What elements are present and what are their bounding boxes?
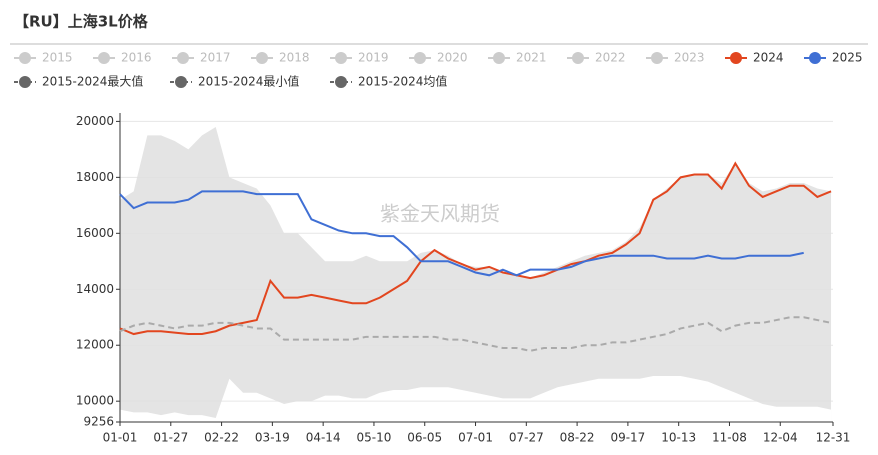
watermark: 紫金天风期货 xyxy=(380,202,500,226)
legend-marker xyxy=(335,76,347,88)
legend-marker xyxy=(19,52,31,64)
legend-marker xyxy=(572,52,584,64)
legend-marker xyxy=(809,52,821,64)
chart-title: 【RU】上海3L价格 xyxy=(14,13,149,31)
legend-marker xyxy=(19,76,31,88)
x-tick-label: 11-08 xyxy=(712,431,747,445)
x-tick-label: 04-14 xyxy=(306,431,341,445)
legend-marker xyxy=(651,52,663,64)
x-tick-label: 02-22 xyxy=(204,431,239,445)
legend-label: 2018 xyxy=(279,51,310,65)
x-tick-label: 08-22 xyxy=(560,431,595,445)
x-tick-label: 10-13 xyxy=(661,431,696,445)
legend-marker xyxy=(335,52,347,64)
x-tick-label: 05-10 xyxy=(357,431,392,445)
legend: 2015 2016 2017 2018 2019 2020 2021 2022 2023 2024… xyxy=(14,51,863,89)
legend-marker xyxy=(493,52,505,64)
legend-label: 2024 xyxy=(753,51,784,65)
legend-label: 2020 xyxy=(437,51,468,65)
x-tick-label: 03-19 xyxy=(255,431,290,445)
x-tick-label: 06-05 xyxy=(407,431,442,445)
y-tick-label: 20000 xyxy=(76,114,114,128)
y-tick-label: 18000 xyxy=(76,170,114,184)
legend-marker xyxy=(414,52,426,64)
legend-label: 2015 xyxy=(42,51,73,65)
legend-label: 2021 xyxy=(516,51,547,65)
legend-label: 2015-2024最小值 xyxy=(198,74,299,89)
x-tick-label: 07-01 xyxy=(458,431,493,445)
legend-marker xyxy=(175,76,187,88)
x-tick-label: 01-01 xyxy=(103,431,138,445)
y-tick-label: 12000 xyxy=(76,338,114,352)
legend-label: 2016 xyxy=(121,51,152,65)
legend-marker xyxy=(256,52,268,64)
series-line xyxy=(119,190,804,277)
x-tick-label: 09-17 xyxy=(610,431,645,445)
y-tick-label: 10000 xyxy=(76,394,114,408)
legend-marker xyxy=(177,52,189,64)
y-tick-label: 16000 xyxy=(76,226,114,240)
plot-area: 9256 10000 12000 14000 16000 18000 20000 01-01 0… xyxy=(76,113,851,445)
legend-label: 2015-2024均值 xyxy=(358,74,447,89)
x-tick-label: 07-27 xyxy=(509,431,544,445)
legend-label: 2022 xyxy=(595,51,626,65)
y-tick-label: 14000 xyxy=(76,282,114,296)
legend-label: 2025 xyxy=(832,51,863,65)
x-tick-label: 12-31 xyxy=(816,431,851,445)
legend-label: 2015-2024最大值 xyxy=(42,74,143,89)
legend-label: 2019 xyxy=(358,51,389,65)
y-tick-label: 9256 xyxy=(83,415,114,429)
max-area xyxy=(120,126,832,422)
legend-marker xyxy=(98,52,110,64)
x-tick-label: 12-04 xyxy=(763,431,798,445)
min-area xyxy=(120,376,832,422)
avg-line xyxy=(119,316,832,352)
legend-label: 2017 xyxy=(200,51,231,65)
legend-label: 2023 xyxy=(674,51,705,65)
x-tick-label: 01-27 xyxy=(153,431,188,445)
legend-marker xyxy=(730,52,742,64)
